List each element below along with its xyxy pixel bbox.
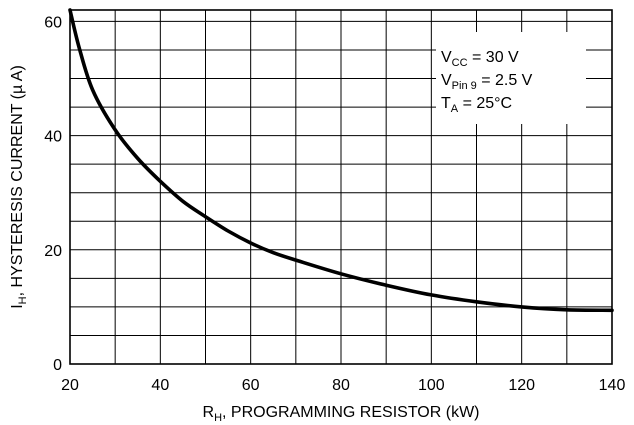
annotation-main: T [441, 95, 451, 112]
y-axis-title-sub: H [17, 296, 29, 304]
x-tick-label: 140 [599, 377, 626, 394]
x-tick-label: 20 [61, 377, 79, 394]
x-tick-labels: 20 40 60 80 100 120 140 [61, 377, 625, 394]
annotation-sub: CC [452, 57, 468, 69]
y-tick-labels: 0 20 40 60 [44, 14, 62, 374]
x-tick-label: 80 [332, 377, 350, 394]
series-line-0 [68, 8, 614, 313]
plot-frame [69, 9, 613, 365]
y-axis-title: IH, HYSTERESIS CURRENT (µ A) [9, 65, 29, 309]
annotation-sub: Pin 9 [452, 80, 477, 92]
y-tick-label: 60 [44, 14, 62, 31]
x-tick-label: 100 [418, 377, 445, 394]
y-axis-title-rest: , HYSTERESIS CURRENT (µ A) [9, 65, 26, 296]
annotation-sub: A [451, 103, 459, 115]
x-tick-label: 40 [151, 377, 169, 394]
x-axis-title-sub: H [214, 412, 222, 424]
annotation-background [436, 32, 586, 124]
x-tick-label: 120 [508, 377, 535, 394]
annotation-main: V [441, 72, 452, 89]
x-axis-title: RH, PROGRAMMING RESISTOR (kW) [203, 404, 480, 424]
annotation-line: VPin 9 = 2.5 V [441, 72, 533, 92]
x-axis-title-rest: , PROGRAMMING RESISTOR (kW) [222, 404, 479, 421]
annotation-line: TA = 25°C [441, 95, 512, 115]
series-layer [68, 8, 614, 313]
annotation-rest: = 30 V [468, 49, 519, 66]
annotation-rest: = 25°C [458, 95, 512, 112]
y-tick-label: 20 [44, 243, 62, 260]
x-tick-label: 60 [242, 377, 260, 394]
y-tick-label: 0 [53, 357, 62, 374]
y-tick-label: 40 [44, 129, 62, 146]
annotation-line: VCC = 30 V [441, 49, 519, 69]
annotation-main: V [441, 49, 452, 66]
y-axis-title-main: I [9, 304, 26, 308]
annotation-rest: = 2.5 V [477, 72, 533, 89]
x-axis-title-main: R [203, 404, 215, 421]
